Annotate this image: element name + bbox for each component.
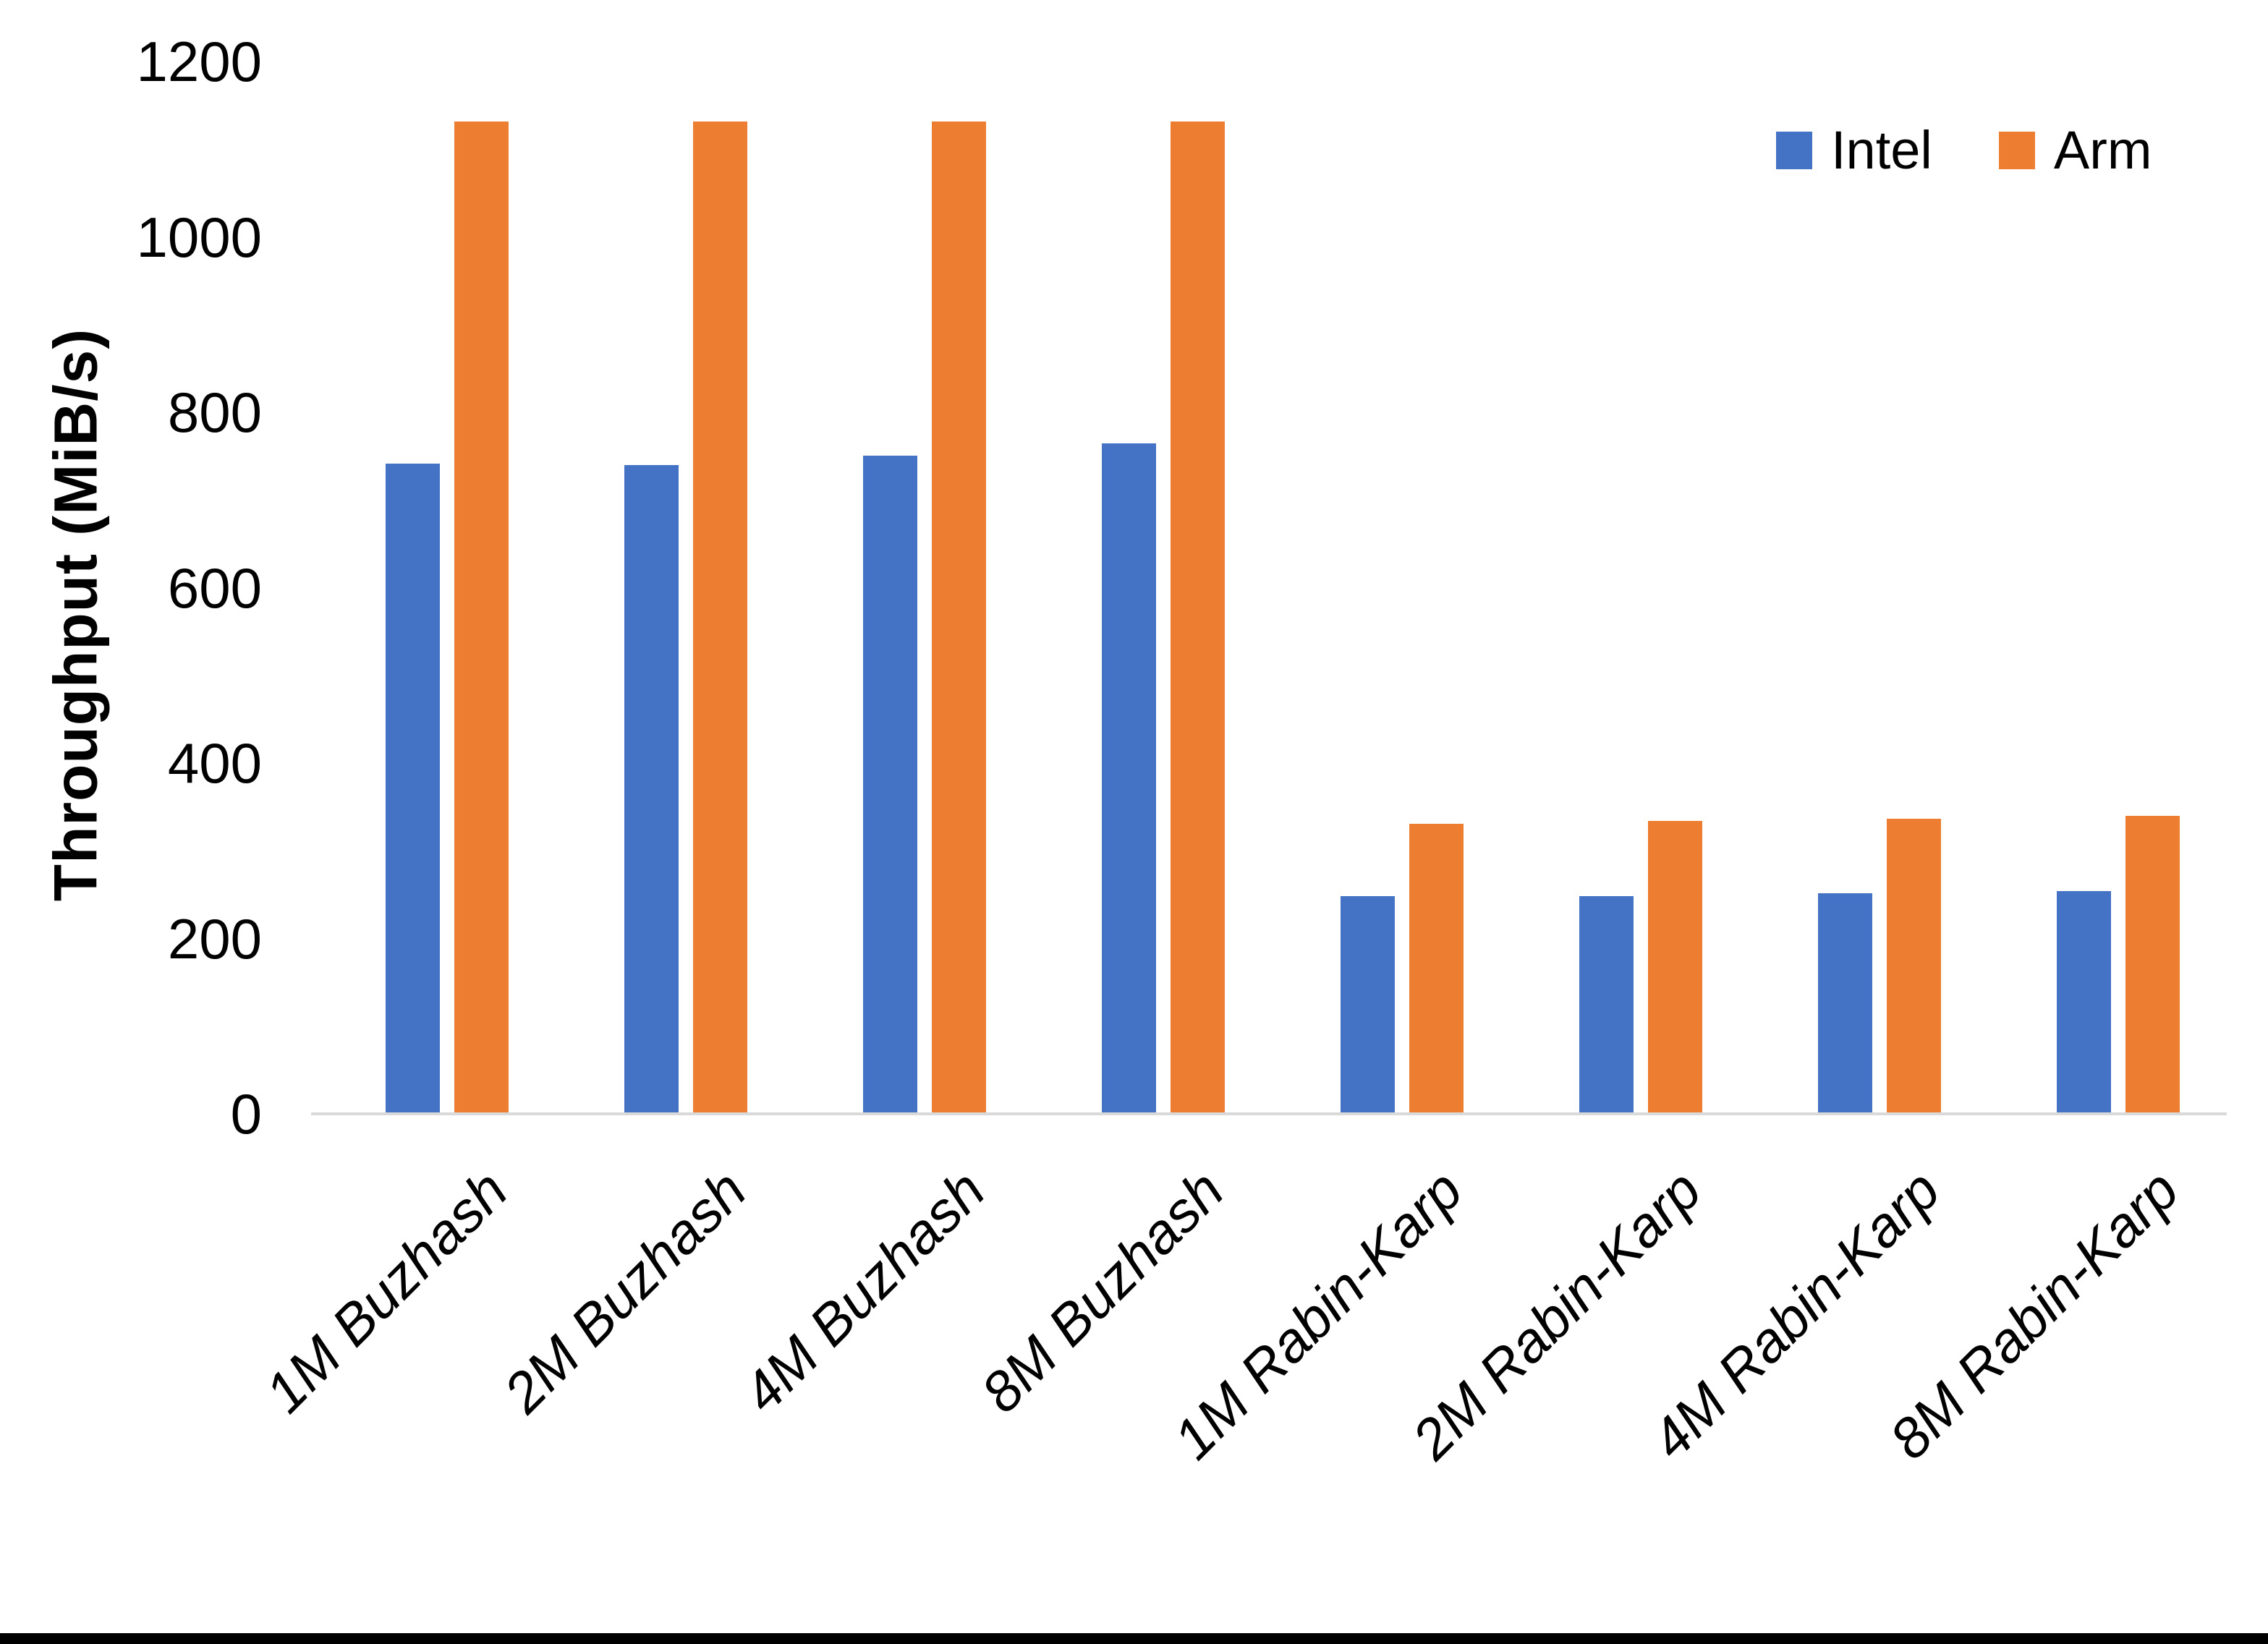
bar-arm-2	[693, 122, 747, 1112]
bottom-border	[0, 1633, 2268, 1644]
bar-arm-6	[1648, 821, 1702, 1112]
bar-arm-3	[932, 122, 986, 1112]
x-axis-label-5: 1M Rabin-Karp	[1160, 1157, 1475, 1471]
x-axis-label-4: 8M Buzhash	[969, 1157, 1236, 1425]
x-axis-label-8: 8M Rabin-Karp	[1877, 1157, 2191, 1471]
bar-intel-8	[2057, 891, 2111, 1112]
x-axis-label-3: 4M Buzhash	[730, 1157, 998, 1425]
bar-arm-1	[454, 122, 509, 1112]
bar-intel-7	[1818, 893, 1872, 1112]
x-axis-line	[311, 1112, 2227, 1115]
bar-intel-4	[1102, 443, 1156, 1112]
legend: Intel Arm	[1776, 122, 2152, 179]
legend-swatch-intel	[1776, 132, 1812, 169]
y-tick-label-1200: 1200	[136, 30, 262, 93]
bar-arm-8	[2125, 816, 2180, 1112]
legend-item-arm: Arm	[1998, 120, 2152, 180]
y-tick-label-800: 800	[167, 380, 262, 444]
x-axis-label-7: 4M Rabin-Karp	[1638, 1157, 1953, 1471]
y-tick-label-600: 600	[167, 555, 262, 620]
bar-intel-6	[1579, 896, 1634, 1112]
y-tick-label-200: 200	[167, 906, 262, 971]
y-tick-label-0: 0	[230, 1082, 262, 1146]
y-tick-label-1000: 1000	[136, 205, 262, 269]
y-tick-label-400: 400	[167, 731, 262, 795]
x-axis-label-1: 1M Buzhash	[252, 1157, 520, 1425]
legend-label-intel: Intel	[1831, 120, 1932, 180]
x-axis-label-2: 2M Buzhash	[491, 1157, 759, 1425]
bar-arm-5	[1409, 824, 1464, 1112]
legend-item-intel: Intel	[1776, 122, 1932, 179]
bar-intel-3	[863, 456, 917, 1112]
bar-intel-2	[624, 465, 679, 1112]
bar-intel-5	[1341, 896, 1395, 1112]
bar-arm-7	[1887, 819, 1941, 1112]
x-axis-label-6: 2M Rabin-Karp	[1399, 1157, 1714, 1471]
bar-arm-4	[1171, 122, 1225, 1112]
bar-intel-1	[386, 464, 440, 1112]
legend-label-arm: Arm	[2053, 120, 2152, 180]
legend-swatch-arm	[1998, 132, 2035, 169]
